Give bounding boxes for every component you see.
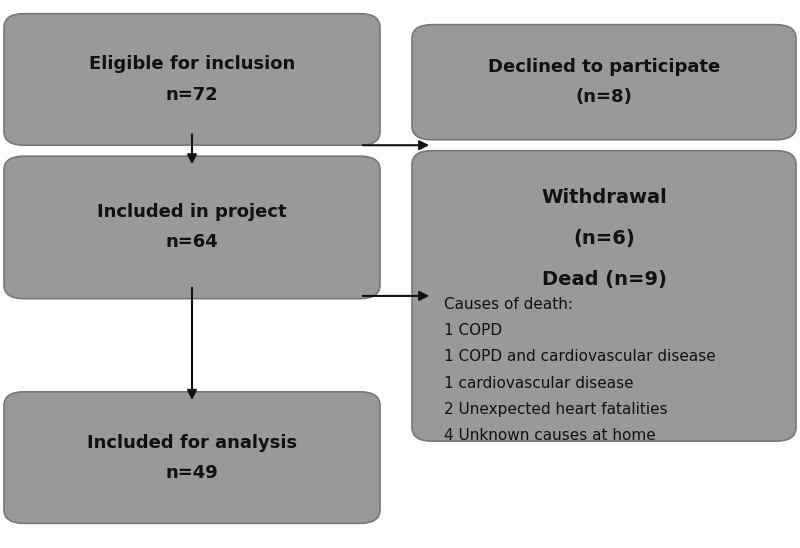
FancyBboxPatch shape (412, 25, 796, 140)
Text: n=49: n=49 (166, 464, 218, 482)
Text: Declined to participate: Declined to participate (488, 58, 720, 76)
Text: n=72: n=72 (166, 85, 218, 104)
Text: Eligible for inclusion: Eligible for inclusion (89, 55, 295, 73)
FancyBboxPatch shape (4, 156, 380, 299)
Text: Included for analysis: Included for analysis (87, 433, 297, 452)
Text: Causes of death:: Causes of death: (444, 296, 573, 312)
Text: (n=8): (n=8) (575, 88, 633, 106)
Text: 1 COPD and cardiovascular disease: 1 COPD and cardiovascular disease (444, 349, 716, 364)
Text: 4 Unknown causes at home: 4 Unknown causes at home (444, 428, 656, 443)
Text: 1 COPD: 1 COPD (444, 323, 502, 338)
Text: Included in project: Included in project (97, 203, 287, 221)
Text: 2 Unexpected heart fatalities: 2 Unexpected heart fatalities (444, 402, 668, 417)
FancyBboxPatch shape (4, 392, 380, 523)
Text: Dead (n=9): Dead (n=9) (542, 270, 666, 289)
Text: (n=6): (n=6) (573, 229, 635, 248)
Text: 1 cardiovascular disease: 1 cardiovascular disease (444, 375, 634, 391)
FancyBboxPatch shape (4, 14, 380, 145)
Text: n=64: n=64 (166, 233, 218, 252)
Text: Withdrawal: Withdrawal (541, 188, 667, 207)
FancyBboxPatch shape (412, 151, 796, 441)
